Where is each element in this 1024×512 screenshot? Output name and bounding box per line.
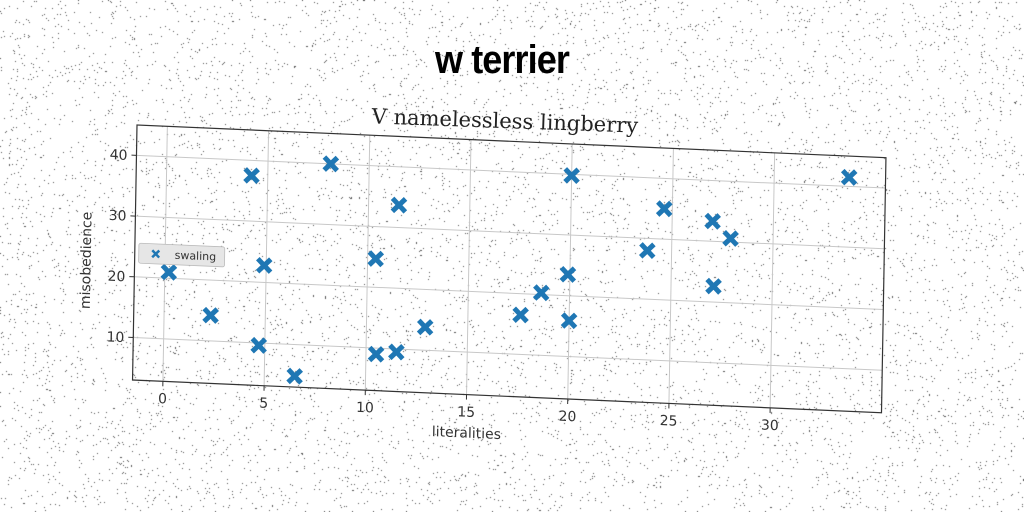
data-point xyxy=(202,306,219,324)
data-point xyxy=(388,343,405,361)
x-tick-label: 5 xyxy=(259,396,268,412)
data-point xyxy=(367,345,385,363)
y-tick-label: 40 xyxy=(110,147,128,164)
legend-label: swaling xyxy=(175,249,217,264)
x-tick-label: 30 xyxy=(761,417,779,434)
y-grid-line xyxy=(134,276,884,310)
data-point xyxy=(655,200,673,218)
main-title: w terrier xyxy=(435,38,570,82)
y-tick-label: 20 xyxy=(107,269,125,286)
legend: swaling xyxy=(138,242,226,268)
data-point xyxy=(559,265,577,283)
chart-subtitle: V namelessless lingberry xyxy=(370,104,638,137)
data-point xyxy=(532,284,550,302)
legend-box xyxy=(138,242,226,268)
data-point xyxy=(160,263,178,281)
data-point xyxy=(705,277,722,295)
x-grid-line xyxy=(263,130,270,386)
data-point xyxy=(638,242,656,260)
data-point xyxy=(367,250,385,268)
data-point xyxy=(512,306,529,324)
y-grid-line xyxy=(133,337,883,371)
data-points xyxy=(160,155,858,385)
data-point xyxy=(416,318,434,336)
data-point xyxy=(243,167,260,185)
x-tick-label: 25 xyxy=(660,413,678,430)
data-point xyxy=(322,155,340,173)
x-grid-line xyxy=(466,139,472,395)
legend-marker xyxy=(151,249,161,259)
x-tick-label: 20 xyxy=(558,409,576,426)
x-tick-label: 10 xyxy=(356,400,374,417)
data-point xyxy=(840,168,858,186)
axis-ticks: 0 5 10 15 20 25 30 10 20 30 40 xyxy=(106,147,779,434)
data-point xyxy=(722,229,739,247)
y-tick-label: 10 xyxy=(106,329,124,346)
data-point xyxy=(250,336,268,354)
data-point xyxy=(390,196,408,214)
data-point xyxy=(563,167,580,185)
y-axis-label: misobedience xyxy=(78,211,96,309)
data-point xyxy=(704,212,721,230)
y-grid-line xyxy=(136,154,886,189)
x-tick-label: 15 xyxy=(457,404,475,421)
axes-frame xyxy=(131,124,887,414)
data-point xyxy=(255,256,273,274)
plot-area: 0 5 10 15 20 25 30 10 20 30 40 swaling literalitie… xyxy=(78,124,887,443)
y-tick-label: 30 xyxy=(108,208,126,225)
x-tick-label: 0 xyxy=(158,391,167,407)
grid-lines xyxy=(133,126,886,408)
data-point xyxy=(560,312,578,330)
y-grid-line xyxy=(135,215,885,250)
x-grid-line xyxy=(668,148,674,404)
x-axis-label: literalities xyxy=(432,424,501,443)
data-point xyxy=(286,367,304,385)
x-grid-line xyxy=(769,152,776,408)
